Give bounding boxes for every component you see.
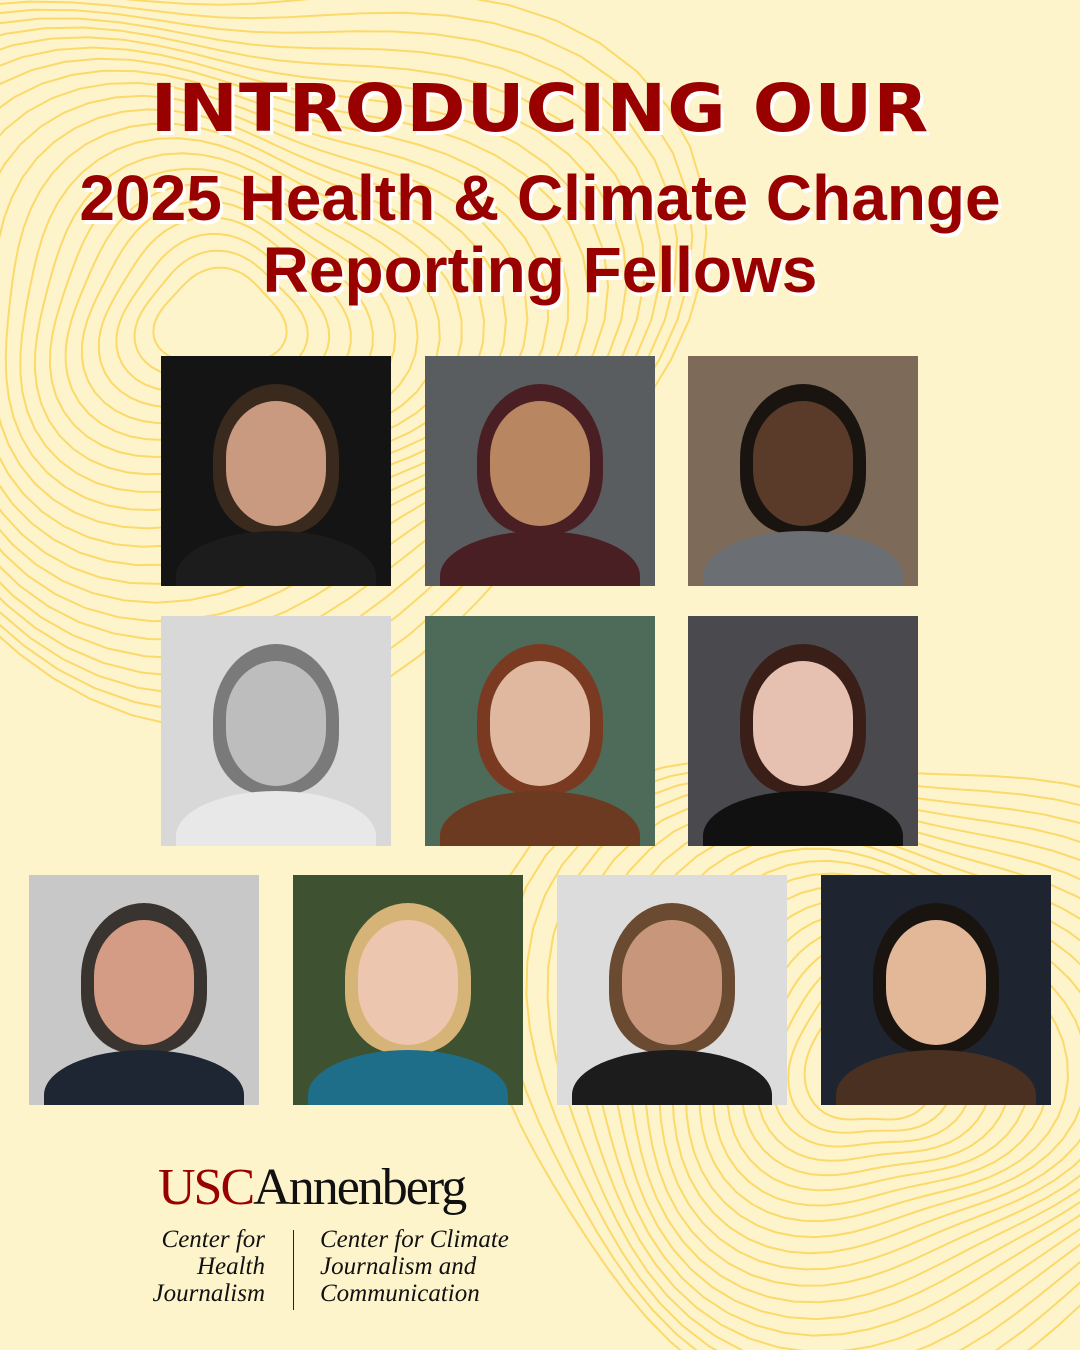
center-climate-journalism: Center for Climate Journalism and Commun… xyxy=(320,1226,509,1307)
contour-line xyxy=(525,774,1080,1350)
portrait-body xyxy=(308,1050,508,1105)
portrait-body xyxy=(703,791,903,846)
logo-wordmark: USCAnnenberg xyxy=(158,1159,467,1216)
subtitle-line-1: 2025 Health & Climate Change xyxy=(79,162,1001,234)
portrait-face xyxy=(753,401,853,526)
portrait-body xyxy=(176,791,376,846)
headline: INTRODUCING OUR xyxy=(150,70,930,147)
fellow-photo-4 xyxy=(161,616,391,846)
fellow-photo-1 xyxy=(161,356,391,586)
fellow-photo-8 xyxy=(293,875,523,1105)
center-health-journalism: Center for Health Journalism xyxy=(152,1226,266,1307)
portrait-face xyxy=(94,920,194,1045)
portrait-face xyxy=(886,920,986,1045)
contour-line xyxy=(0,0,694,713)
fellow-photo-5 xyxy=(425,616,655,846)
portrait-body xyxy=(440,531,640,586)
fellow-photo-7 xyxy=(29,875,259,1105)
portrait-face xyxy=(226,661,326,786)
portrait-face xyxy=(753,661,853,786)
subtitle-line-2: Reporting Fellows xyxy=(262,234,818,306)
contour-line xyxy=(0,17,662,678)
portrait-face xyxy=(622,920,722,1045)
portrait-body xyxy=(836,1050,1036,1105)
contour-line xyxy=(546,783,1080,1350)
portrait-body xyxy=(440,791,640,846)
fellow-photo-10 xyxy=(821,875,1051,1105)
portrait-body xyxy=(44,1050,244,1105)
usc-annenberg-logo: USCAnnenberg Center for Health Journalis… xyxy=(153,1159,509,1310)
portrait-body xyxy=(572,1050,772,1105)
portrait-face xyxy=(490,401,590,526)
portrait-face xyxy=(490,661,590,786)
portrait-body xyxy=(703,531,903,586)
fellow-photo-3 xyxy=(688,356,918,586)
portrait-face xyxy=(358,920,458,1045)
fellow-photo-6 xyxy=(688,616,918,846)
logo-divider xyxy=(293,1230,294,1310)
fellow-photo-9 xyxy=(557,875,787,1105)
fellow-photo-2 xyxy=(425,356,655,586)
portrait-face xyxy=(226,401,326,526)
contour-line xyxy=(0,8,679,695)
portrait-body xyxy=(176,531,376,586)
subtitle: 2025 Health & Climate Change Reporting F… xyxy=(0,162,1080,306)
